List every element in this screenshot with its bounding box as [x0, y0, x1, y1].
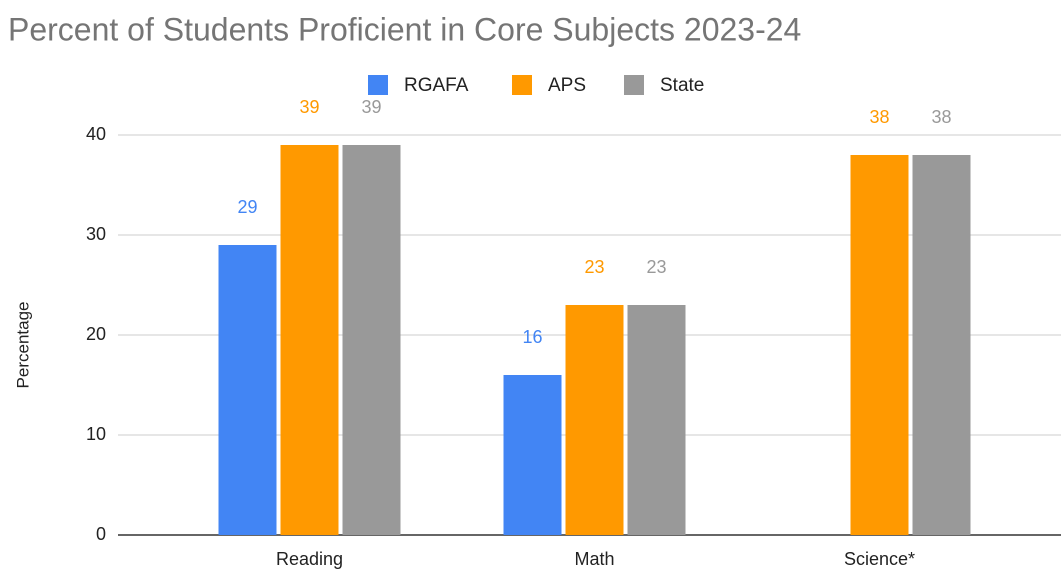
x-tick-label: Science*	[844, 549, 915, 569]
x-tick-label: Reading	[276, 549, 343, 569]
bar	[912, 155, 971, 535]
legend-swatch	[512, 75, 532, 95]
data-label: 23	[646, 257, 666, 277]
y-tick-label: 0	[96, 524, 106, 544]
data-label: 23	[584, 257, 604, 277]
legend-label: State	[660, 75, 704, 96]
y-tick-label: 40	[86, 124, 106, 144]
x-tick-label: Math	[574, 549, 614, 569]
chart-title: Percent of Students Proficient in Core S…	[8, 11, 801, 47]
y-tick-label: 20	[86, 324, 106, 344]
bar	[503, 375, 562, 535]
bar	[850, 155, 909, 535]
data-label: 16	[522, 327, 542, 347]
bar	[565, 305, 624, 535]
data-label: 39	[361, 97, 381, 117]
y-tick-label: 30	[86, 224, 106, 244]
y-axis-label: Percentage	[13, 302, 32, 389]
bar	[342, 145, 401, 535]
legend-label: APS	[548, 75, 586, 96]
legend-swatch	[624, 75, 644, 95]
bar	[627, 305, 686, 535]
data-label: 39	[299, 97, 319, 117]
bar	[218, 245, 277, 535]
data-label: 29	[237, 197, 257, 217]
data-label: 38	[869, 107, 889, 127]
legend-swatch	[368, 75, 388, 95]
data-label: 38	[931, 107, 951, 127]
legend-label: RGAFA	[404, 75, 469, 96]
bar	[280, 145, 339, 535]
y-tick-label: 10	[86, 424, 106, 444]
